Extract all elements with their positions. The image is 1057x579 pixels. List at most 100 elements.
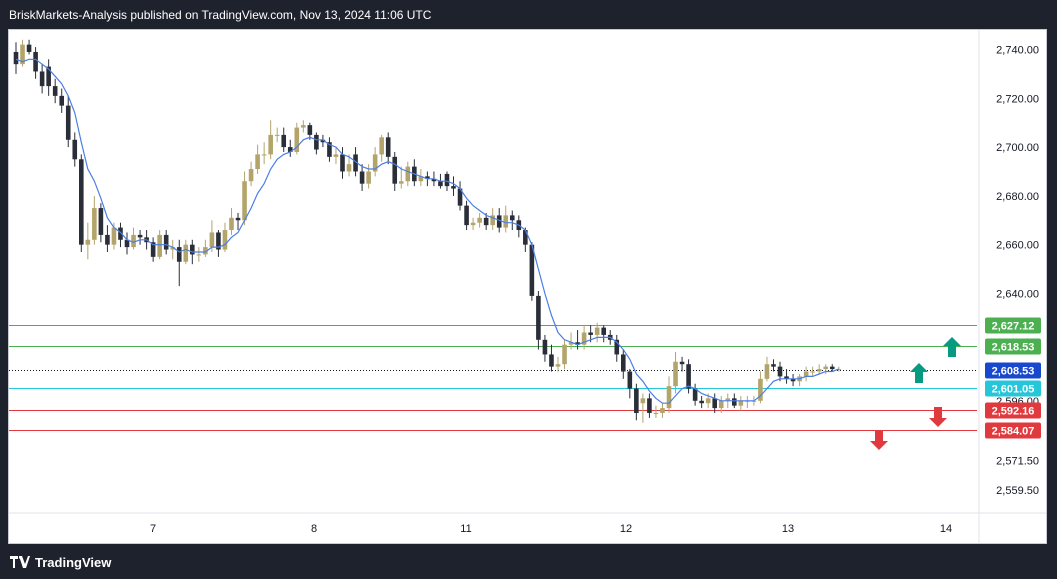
candle-body [163, 234, 169, 250]
down-arrow-icon [929, 407, 947, 427]
candle-body [20, 44, 25, 65]
candle-body [470, 222, 476, 226]
tradingview-brand: TradingView [35, 554, 112, 570]
candle-body [529, 244, 535, 296]
candle-body [627, 371, 633, 389]
up-arrow-icon [910, 363, 928, 383]
candle-body [105, 234, 110, 245]
price-label-badge [985, 338, 1041, 355]
tradingview-logo-icon [10, 556, 30, 568]
candle-body [255, 154, 260, 170]
candle-body [398, 181, 404, 184]
candle-body [307, 125, 313, 135]
candle-body [92, 208, 97, 240]
candle-body [229, 217, 234, 231]
x-tick-label: 14 [940, 523, 952, 535]
candle-body [216, 232, 221, 250]
candle-body [549, 354, 554, 367]
candle-body [281, 134, 287, 148]
candle-body [425, 176, 430, 179]
candle-body [294, 127, 300, 152]
candle-body [803, 371, 809, 377]
candle-body [588, 332, 593, 335]
candle-body [150, 242, 156, 257]
candle-body [581, 332, 587, 345]
x-tick-label: 12 [620, 523, 632, 535]
y-tick-label: 2,680.00 [996, 191, 1039, 203]
price-label-badge [985, 402, 1041, 419]
candle-body [242, 181, 247, 221]
x-tick-label: 7 [150, 523, 156, 535]
candle-body [137, 234, 143, 238]
candle-body [601, 327, 606, 335]
x-tick-label: 8 [311, 523, 317, 535]
chart-panel[interactable]: 2,740.00 2,720.00 2,700.00 2,680.00 2,660.00… [8, 29, 1047, 544]
candle-body [13, 51, 19, 65]
candle-body [353, 154, 358, 172]
y-tick-label: 2,720.00 [996, 93, 1039, 105]
candle-body [699, 400, 704, 404]
candle-body [327, 142, 332, 157]
candle-body [59, 95, 65, 106]
candle-body [810, 371, 815, 373]
candle-body [562, 344, 567, 365]
price-label-badge [985, 422, 1041, 439]
candle-body [555, 364, 561, 367]
candle-body [451, 186, 456, 189]
x-tick-label: 13 [782, 523, 794, 535]
candle-body [496, 215, 502, 228]
price-chart[interactable]: 2,740.00 2,720.00 2,700.00 2,680.00 2,660.00… [9, 30, 1046, 543]
candle-body [366, 171, 371, 184]
candle-body [764, 364, 770, 379]
y-tick-label: 2,559.50 [996, 485, 1039, 497]
candle-body [52, 86, 58, 96]
candle-body [209, 232, 215, 248]
candle-body [777, 366, 783, 377]
candle-body [379, 137, 384, 155]
down-arrow-icon [870, 430, 888, 450]
price-label-text: 2,608.53 [992, 366, 1035, 378]
candle-body [176, 247, 182, 262]
candle-body [46, 66, 51, 87]
candle-body [196, 254, 202, 256]
candle-body [268, 134, 273, 155]
candle-body [666, 386, 672, 409]
candle-body [170, 247, 176, 250]
candle-body [203, 247, 208, 255]
candle-body [692, 388, 698, 401]
candle-body [261, 154, 267, 156]
candle-body [575, 342, 580, 345]
candle-body [823, 366, 829, 370]
candle-body [634, 388, 639, 413]
candle-body [301, 125, 306, 128]
candle-body [346, 164, 352, 172]
y-tick-label: 2,640.00 [996, 288, 1039, 300]
candle-body [320, 139, 326, 143]
candle-body [653, 412, 659, 414]
candle-body [340, 154, 345, 172]
candle-body [39, 71, 45, 87]
candle-body [790, 378, 796, 382]
candle-body [758, 378, 763, 401]
candle-body [26, 44, 32, 52]
candle-body [314, 134, 319, 150]
candle-body [477, 217, 482, 223]
candle-body [392, 156, 398, 184]
price-label-text: 2,601.05 [992, 384, 1035, 396]
price-label-badge [985, 362, 1041, 379]
price-label-text: 2,584.07 [992, 426, 1035, 438]
candle-body [431, 178, 437, 182]
candle-body [222, 230, 228, 250]
candle-body [118, 227, 123, 240]
candle-body [444, 173, 450, 187]
candle-body [712, 398, 718, 409]
candle-body [829, 366, 835, 370]
moving-average-line [15, 58, 840, 404]
candle-body [359, 171, 365, 184]
candle-body [85, 239, 91, 245]
candle-body [771, 364, 776, 367]
candle-body [738, 400, 744, 406]
y-tick-label: 2,660.00 [996, 240, 1039, 252]
candle-body [274, 134, 280, 136]
candle-body [157, 234, 162, 257]
